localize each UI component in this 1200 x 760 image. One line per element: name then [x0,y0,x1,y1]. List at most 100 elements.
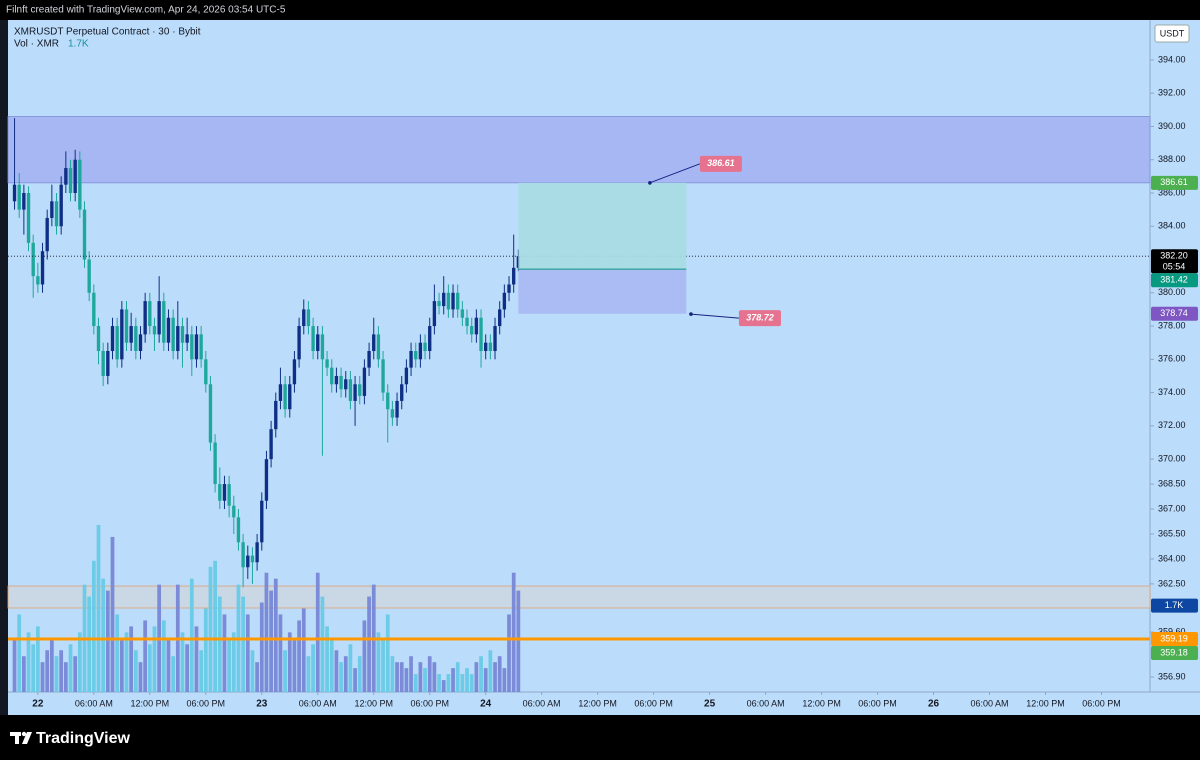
volume-bar [348,644,353,692]
x-tick-label: 06:00 PM [634,698,673,708]
callout-point [689,312,693,316]
candle-body [185,334,189,343]
x-tick-label: 25 [704,699,716,710]
level-badge-label: 359.18 [1160,647,1188,657]
y-tick-label: 356.90 [1158,671,1186,681]
y-tick-label: 359.60 [1158,626,1186,636]
volume-bar [283,650,287,692]
candle-body [222,484,227,501]
volume-bar [376,632,381,692]
currency-button[interactable] [1154,24,1190,43]
candle-body [474,317,479,335]
candle-body [176,326,180,352]
volume-bar [138,662,143,692]
volume-bar [437,674,441,692]
candle-body [292,359,297,385]
candle-body [92,292,96,327]
stop-badge-label: 378.74 [1160,308,1188,318]
volume-bar [273,578,278,692]
logo-part [22,732,32,744]
candle-body [31,242,35,277]
candle-body [493,326,497,352]
volume-bar [152,626,157,692]
candle-body [138,334,143,352]
candle-body [330,367,334,385]
candle-body [353,384,357,401]
volume-bar [367,596,371,692]
volume-bar [245,614,250,692]
volume-bar [119,638,124,692]
candle-body [26,192,31,243]
volume-bar [222,614,227,692]
volume-bar [460,674,465,692]
zone [7,116,1151,184]
volume-bar [474,662,479,692]
candle-body [241,542,245,568]
callout-box [699,155,742,172]
countdown-label: 05:54 [1163,262,1186,272]
x-tick-label: 06:00 AM [523,698,561,708]
candle-body [320,334,325,360]
candle-body [432,301,437,327]
volume-bar [469,674,474,692]
candle-body [255,542,259,563]
volume-bar [26,632,31,692]
volume-bar [255,662,259,692]
volume-title: Vol · XMR [14,39,59,50]
volume-bar [40,662,45,692]
volume-bar [488,650,493,692]
volume-bar [423,668,427,692]
candle-body [96,326,101,352]
candle-body [148,301,152,327]
candle-body [367,351,371,368]
candle-body [213,442,217,485]
volume-bar [451,668,455,692]
candle-body [227,484,231,506]
volume-bar [250,650,255,692]
candle-body [512,267,516,285]
volume-bar [241,596,245,692]
volume-bar [96,525,101,692]
symbol-title: XMRUSDT Perpetual Contract · 30 · Bybit [14,27,201,38]
x-tick-label: 12:00 PM [1026,698,1065,708]
volume-bar [194,626,199,692]
volume-bar [516,590,521,692]
currency-label[interactable]: USDT [1160,28,1185,38]
x-tick-label: 26 [928,699,940,710]
candle-body [194,334,199,360]
volume-bar [409,656,413,692]
x-tick-label: 06:00 PM [858,698,897,708]
volume-bar [269,590,273,692]
candle-body [409,351,413,368]
candle-body [442,292,446,307]
overlays: 386.61 378.72 [8,155,1150,641]
volume-bar [63,662,68,692]
y-tick-label: 378.00 [1158,320,1186,330]
candle-body [87,259,91,293]
y-tick-label: 380.00 [1158,287,1186,297]
volume-bar [54,656,59,692]
x-tick-label: 24 [480,699,492,710]
volume-bar [339,662,343,692]
candle-body [414,351,418,360]
volume-bar [455,662,460,692]
y-tick-label: 386.00 [1158,187,1186,197]
candle-body [358,384,362,396]
volume-bar [497,656,502,692]
volume-bar [147,644,152,692]
x-tick-label: 06:00 PM [410,698,449,708]
volume-bar [31,644,36,692]
volume-bar [227,638,231,692]
volume-bar [264,572,269,692]
volume-bar [180,632,185,692]
candle-body [120,309,124,360]
candle-body [134,326,138,352]
target-badge-label: 386.61 [1160,177,1188,187]
volume-bar [357,656,362,692]
volume-bar [390,656,395,692]
candle-body [78,159,82,210]
position-stop [518,269,687,314]
volume-bar [278,614,283,692]
candle-body [502,292,507,310]
